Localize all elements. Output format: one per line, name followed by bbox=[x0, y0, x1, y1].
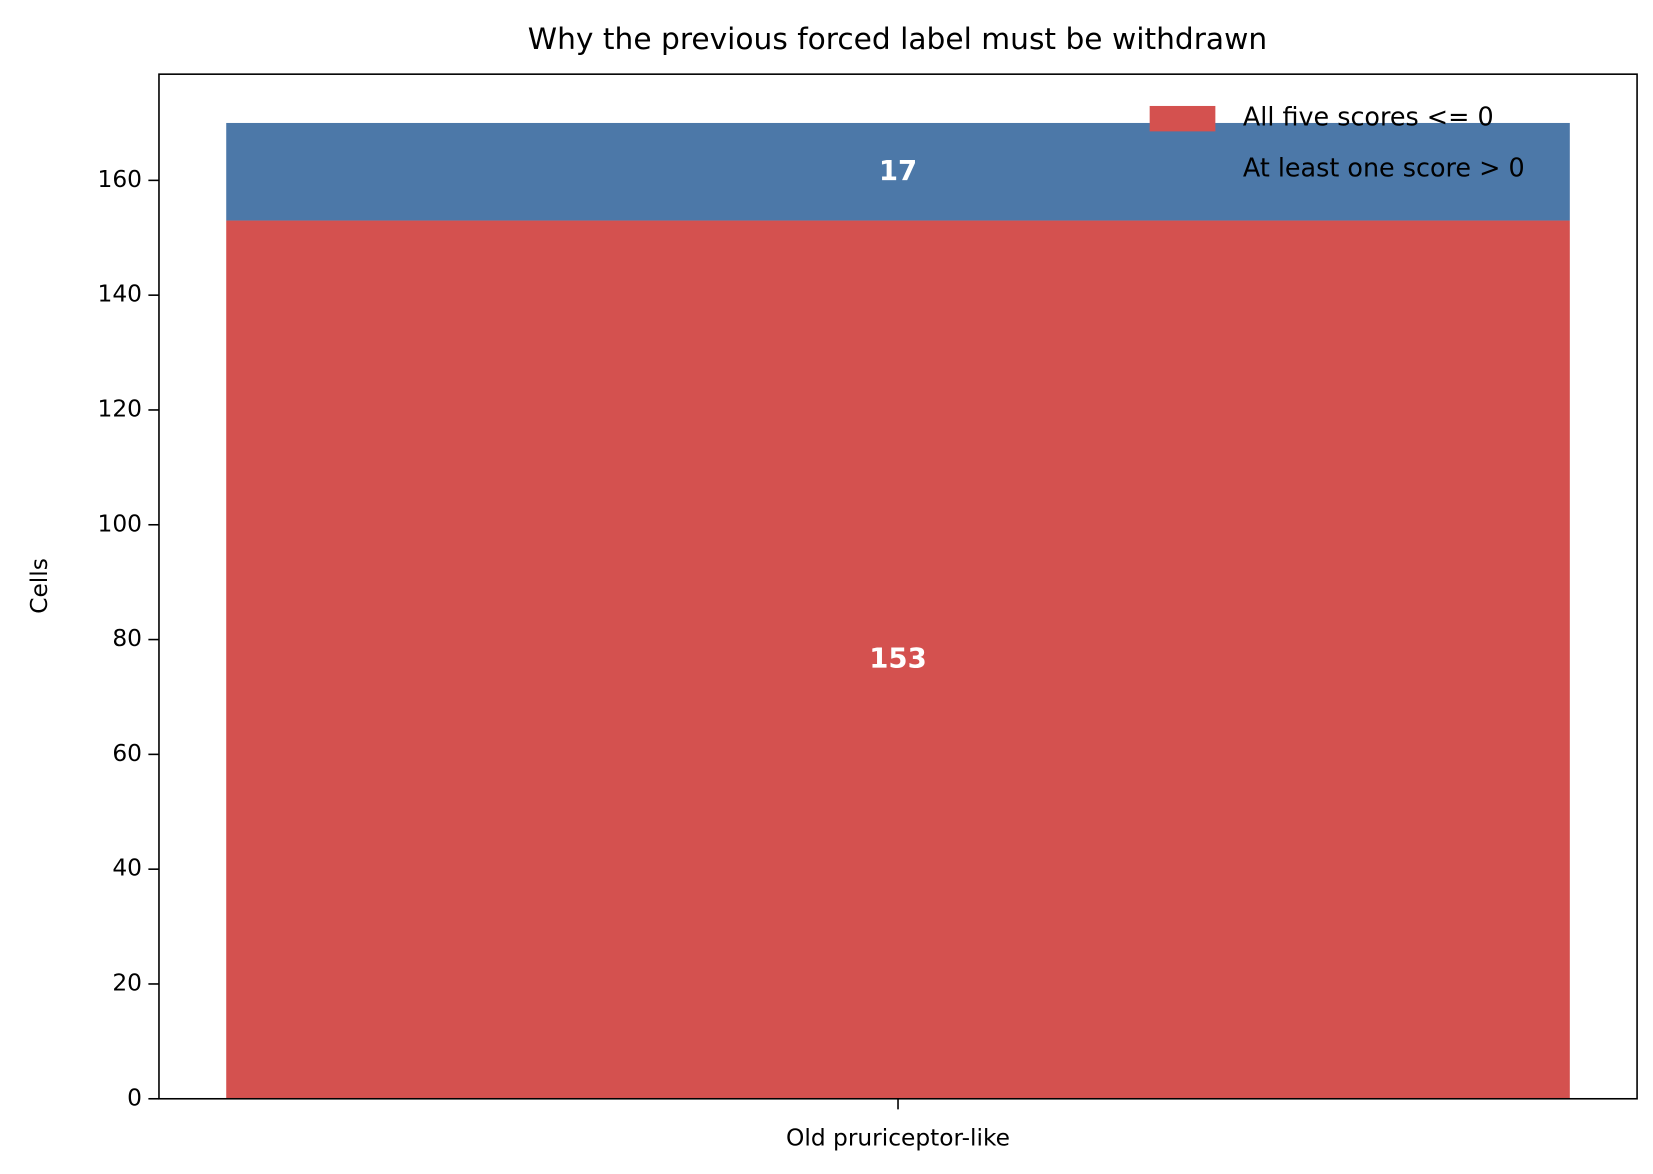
y-axis-label: Cells bbox=[26, 558, 53, 614]
legend-label: At least one score > 0 bbox=[1243, 153, 1525, 183]
y-tick-label: 20 bbox=[112, 969, 142, 996]
data-label: 17 bbox=[879, 155, 917, 187]
y-tick-label: 160 bbox=[98, 166, 142, 193]
y-tick-label: 60 bbox=[112, 740, 142, 767]
y-tick-label: 40 bbox=[112, 855, 142, 882]
bar-segment bbox=[226, 220, 1570, 1099]
chart-title: Why the previous forced label must be wi… bbox=[528, 21, 1267, 56]
y-tick-label: 100 bbox=[98, 510, 142, 537]
y-tick-label: 0 bbox=[127, 1084, 142, 1111]
plot-frame bbox=[158, 73, 1638, 1100]
data-label: 153 bbox=[869, 643, 926, 675]
legend-swatch bbox=[1149, 105, 1216, 132]
y-tick-label: 140 bbox=[98, 281, 142, 308]
y-tick-label: 120 bbox=[98, 395, 142, 422]
bar-segment bbox=[226, 122, 1570, 221]
legend-label: All five scores <= 0 bbox=[1243, 102, 1494, 132]
y-tick-label: 80 bbox=[112, 625, 142, 652]
legend-swatch bbox=[1149, 156, 1216, 183]
x-tick-label: Old pruriceptor-like bbox=[786, 1125, 1010, 1152]
